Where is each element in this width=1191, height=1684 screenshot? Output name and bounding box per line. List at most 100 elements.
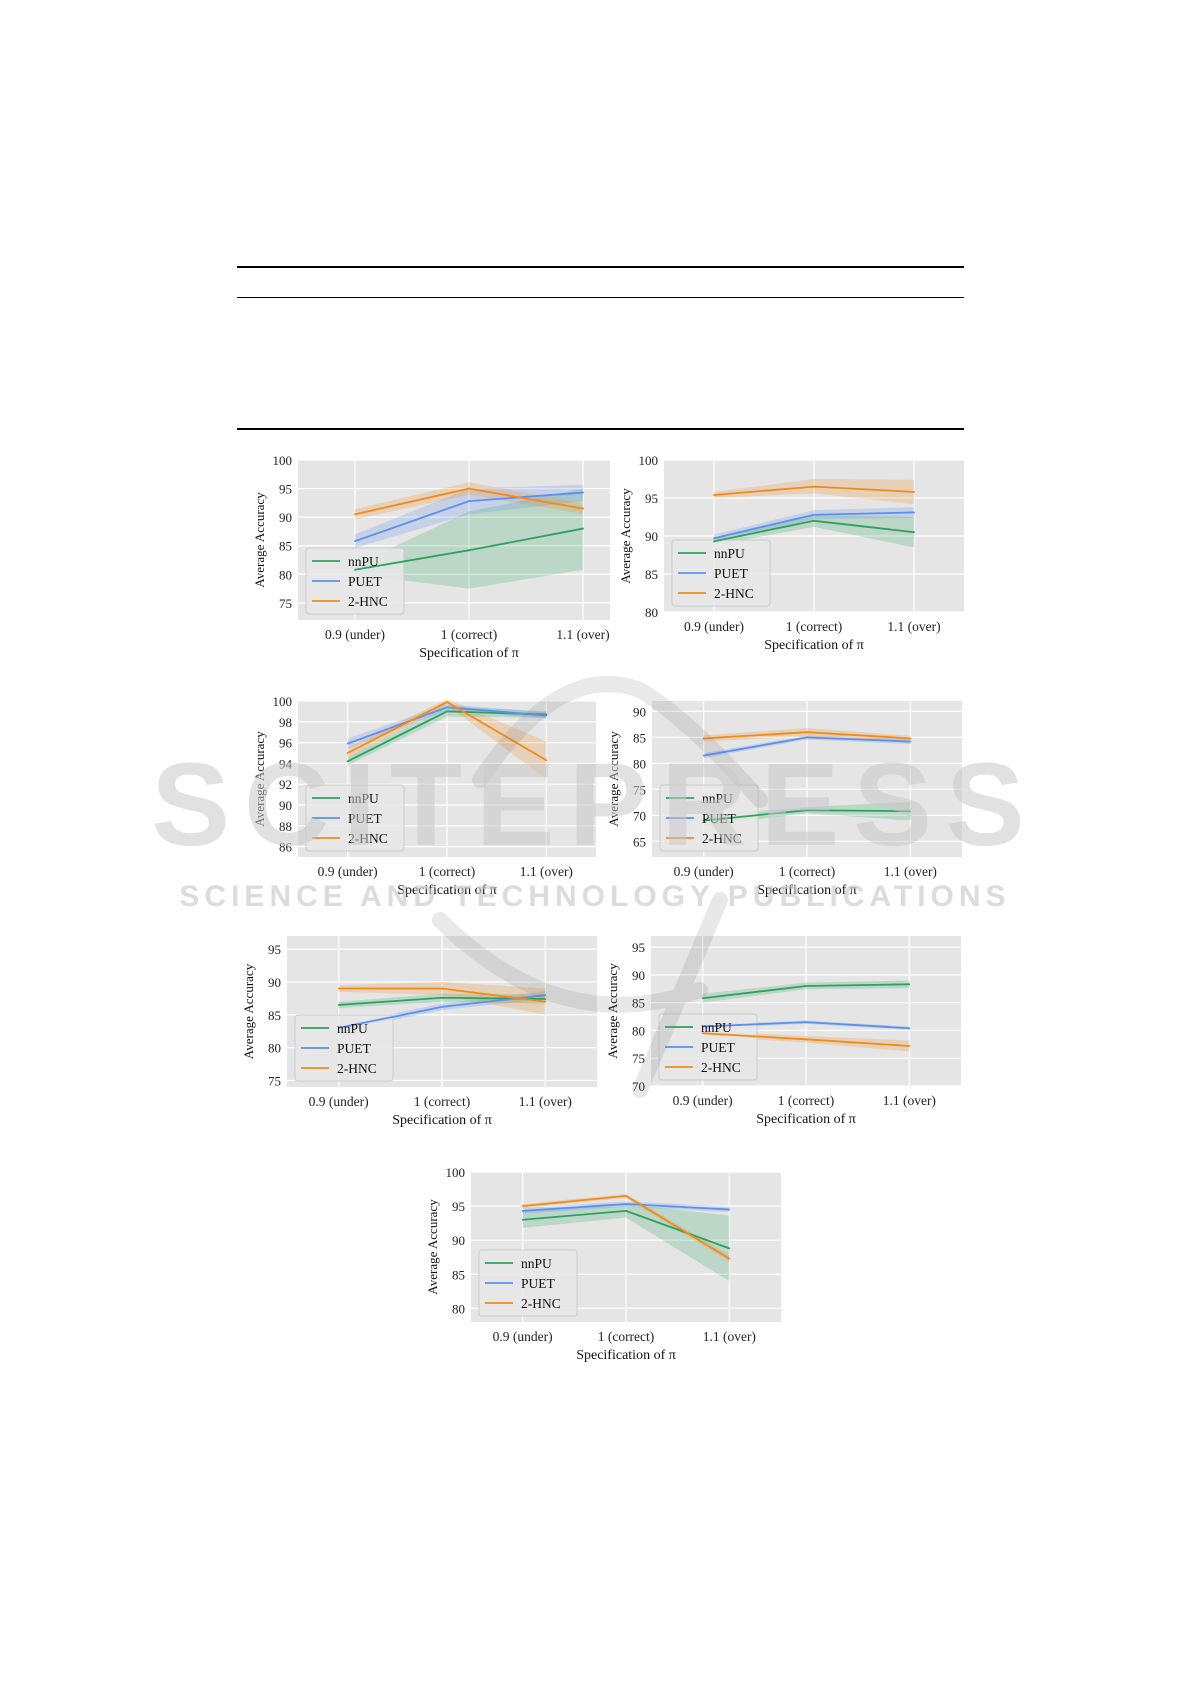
y-tick-label: 90 — [645, 529, 658, 544]
series-band-puet — [522, 1201, 730, 1214]
data-point — [702, 754, 705, 757]
legend-label: nnPU — [702, 791, 733, 806]
y-tick-label: 75 — [279, 596, 292, 611]
data-point — [582, 527, 584, 530]
legend-label: nnPU — [348, 554, 379, 569]
legend-label: 2-HNC — [348, 594, 388, 609]
x-tick-label: 1.1 (over) — [887, 619, 940, 634]
series-band-nnpu — [355, 488, 583, 589]
data-point — [908, 1045, 911, 1047]
series-band-nnpu — [347, 706, 547, 766]
legend-label: PUET — [714, 566, 749, 581]
y-tick-label: 70 — [633, 808, 646, 823]
data-point — [813, 513, 815, 516]
legend-label: 2-HNC — [701, 1060, 741, 1075]
data-point — [701, 997, 704, 1000]
y-tick-label: 80 — [452, 1301, 465, 1316]
x-axis-label: Specification of π — [756, 1112, 856, 1127]
data-point — [346, 760, 349, 763]
data-point — [805, 1021, 807, 1024]
legend-label: 2-HNC — [337, 1061, 377, 1076]
y-tick-label: 100 — [273, 694, 293, 709]
legend-label: 2-HNC — [702, 831, 742, 846]
x-tick-label: 1.1 (over) — [556, 627, 609, 642]
y-axis-label: Average Accuracy — [252, 731, 267, 827]
series-band-nnpu — [714, 514, 914, 548]
data-point — [713, 540, 715, 543]
data-point — [909, 737, 912, 740]
y-tick-label: 90 — [633, 704, 646, 719]
y-tick-label: 95 — [452, 1199, 465, 1214]
legend-label: nnPU — [348, 791, 379, 806]
y-tick-label: 95 — [632, 940, 645, 955]
legend-label: 2-HNC — [714, 586, 754, 601]
y-tick-label: 90 — [279, 510, 292, 525]
legend-label: nnPU — [701, 1020, 732, 1035]
data-point — [908, 1027, 911, 1030]
data-point — [805, 1038, 807, 1041]
y-tick-label: 95 — [645, 491, 658, 506]
y-tick-label: 70 — [632, 1079, 645, 1094]
series-band-puet — [714, 507, 914, 543]
data-point — [813, 519, 815, 522]
data-point — [446, 710, 448, 713]
x-tick-label: 1.1 (over) — [883, 1093, 936, 1108]
legend-label: 2-HNC — [521, 1296, 561, 1311]
data-point — [806, 736, 808, 739]
y-tick-label: 96 — [279, 736, 293, 751]
series-band-2-hnc — [347, 698, 547, 779]
data-point — [805, 985, 807, 987]
x-tick-label: 1 (correct) — [786, 619, 843, 634]
data-point — [521, 1218, 524, 1221]
y-tick-label: 100 — [446, 1165, 466, 1180]
y-tick-label: 75 — [268, 1073, 281, 1088]
x-tick-label: 1 (correct) — [778, 1093, 835, 1108]
y-tick-label: 90 — [268, 975, 281, 990]
data-point — [909, 810, 912, 813]
data-point — [806, 809, 808, 812]
data-point — [913, 491, 915, 493]
x-tick-label: 1 (correct) — [598, 1329, 655, 1344]
x-tick-label: 1 (correct) — [779, 864, 836, 879]
data-point — [354, 513, 356, 516]
x-tick-label: 1.1 (over) — [519, 1094, 572, 1109]
chart-panel-1: 75 80 85 90 95 100 0.9 (under) 1 (correct) 1.1 (… — [252, 453, 610, 661]
data-point — [544, 998, 547, 1000]
legend-label: 2-HNC — [348, 831, 388, 846]
chart-panel-7: 80 85 90 95 100 0.9 (under) 1 (correct) 1.1 (ov… — [425, 1165, 781, 1363]
chart-panel-4: 65 70 75 80 85 90 0.9 (under) 1 (correct) 1.1 (o… — [606, 701, 962, 898]
legend-box — [294, 1014, 394, 1082]
data-point — [544, 994, 547, 996]
y-tick-label: 95 — [268, 942, 281, 957]
y-axis-label: Average Accuracy — [606, 731, 621, 827]
data-point — [728, 1257, 731, 1260]
legend-label: PUET — [348, 811, 383, 826]
series-band-puet — [703, 735, 911, 759]
x-tick-label: 1 (correct) — [414, 1094, 471, 1109]
series-band-2-hnc — [714, 479, 914, 505]
y-tick-label: 85 — [632, 996, 645, 1011]
legend-label: PUET — [337, 1041, 372, 1056]
x-tick-label: 1 (correct) — [419, 864, 476, 879]
x-axis-label: Specification of π — [757, 883, 857, 898]
data-point — [582, 507, 584, 510]
table-top-rule — [237, 266, 964, 268]
data-point — [468, 500, 470, 503]
data-point — [354, 568, 356, 571]
x-tick-label: 0.9 (under) — [325, 627, 385, 642]
data-point — [521, 1205, 524, 1207]
y-tick-label: 80 — [632, 1023, 645, 1038]
data-point — [582, 491, 584, 494]
legend-label: PUET — [701, 1040, 736, 1055]
y-tick-label: 90 — [632, 968, 645, 983]
x-tick-label: 1.1 (over) — [520, 864, 573, 879]
x-tick-label: 0.9 (under) — [309, 1094, 369, 1109]
data-point — [337, 1004, 340, 1006]
y-tick-label: 75 — [633, 782, 646, 797]
data-point — [728, 1247, 731, 1250]
data-point — [702, 737, 705, 740]
x-tick-label: 1.1 (over) — [703, 1329, 756, 1344]
data-point — [806, 731, 808, 734]
y-tick-label: 95 — [279, 482, 292, 497]
series-band-2-hnc — [338, 981, 546, 1015]
